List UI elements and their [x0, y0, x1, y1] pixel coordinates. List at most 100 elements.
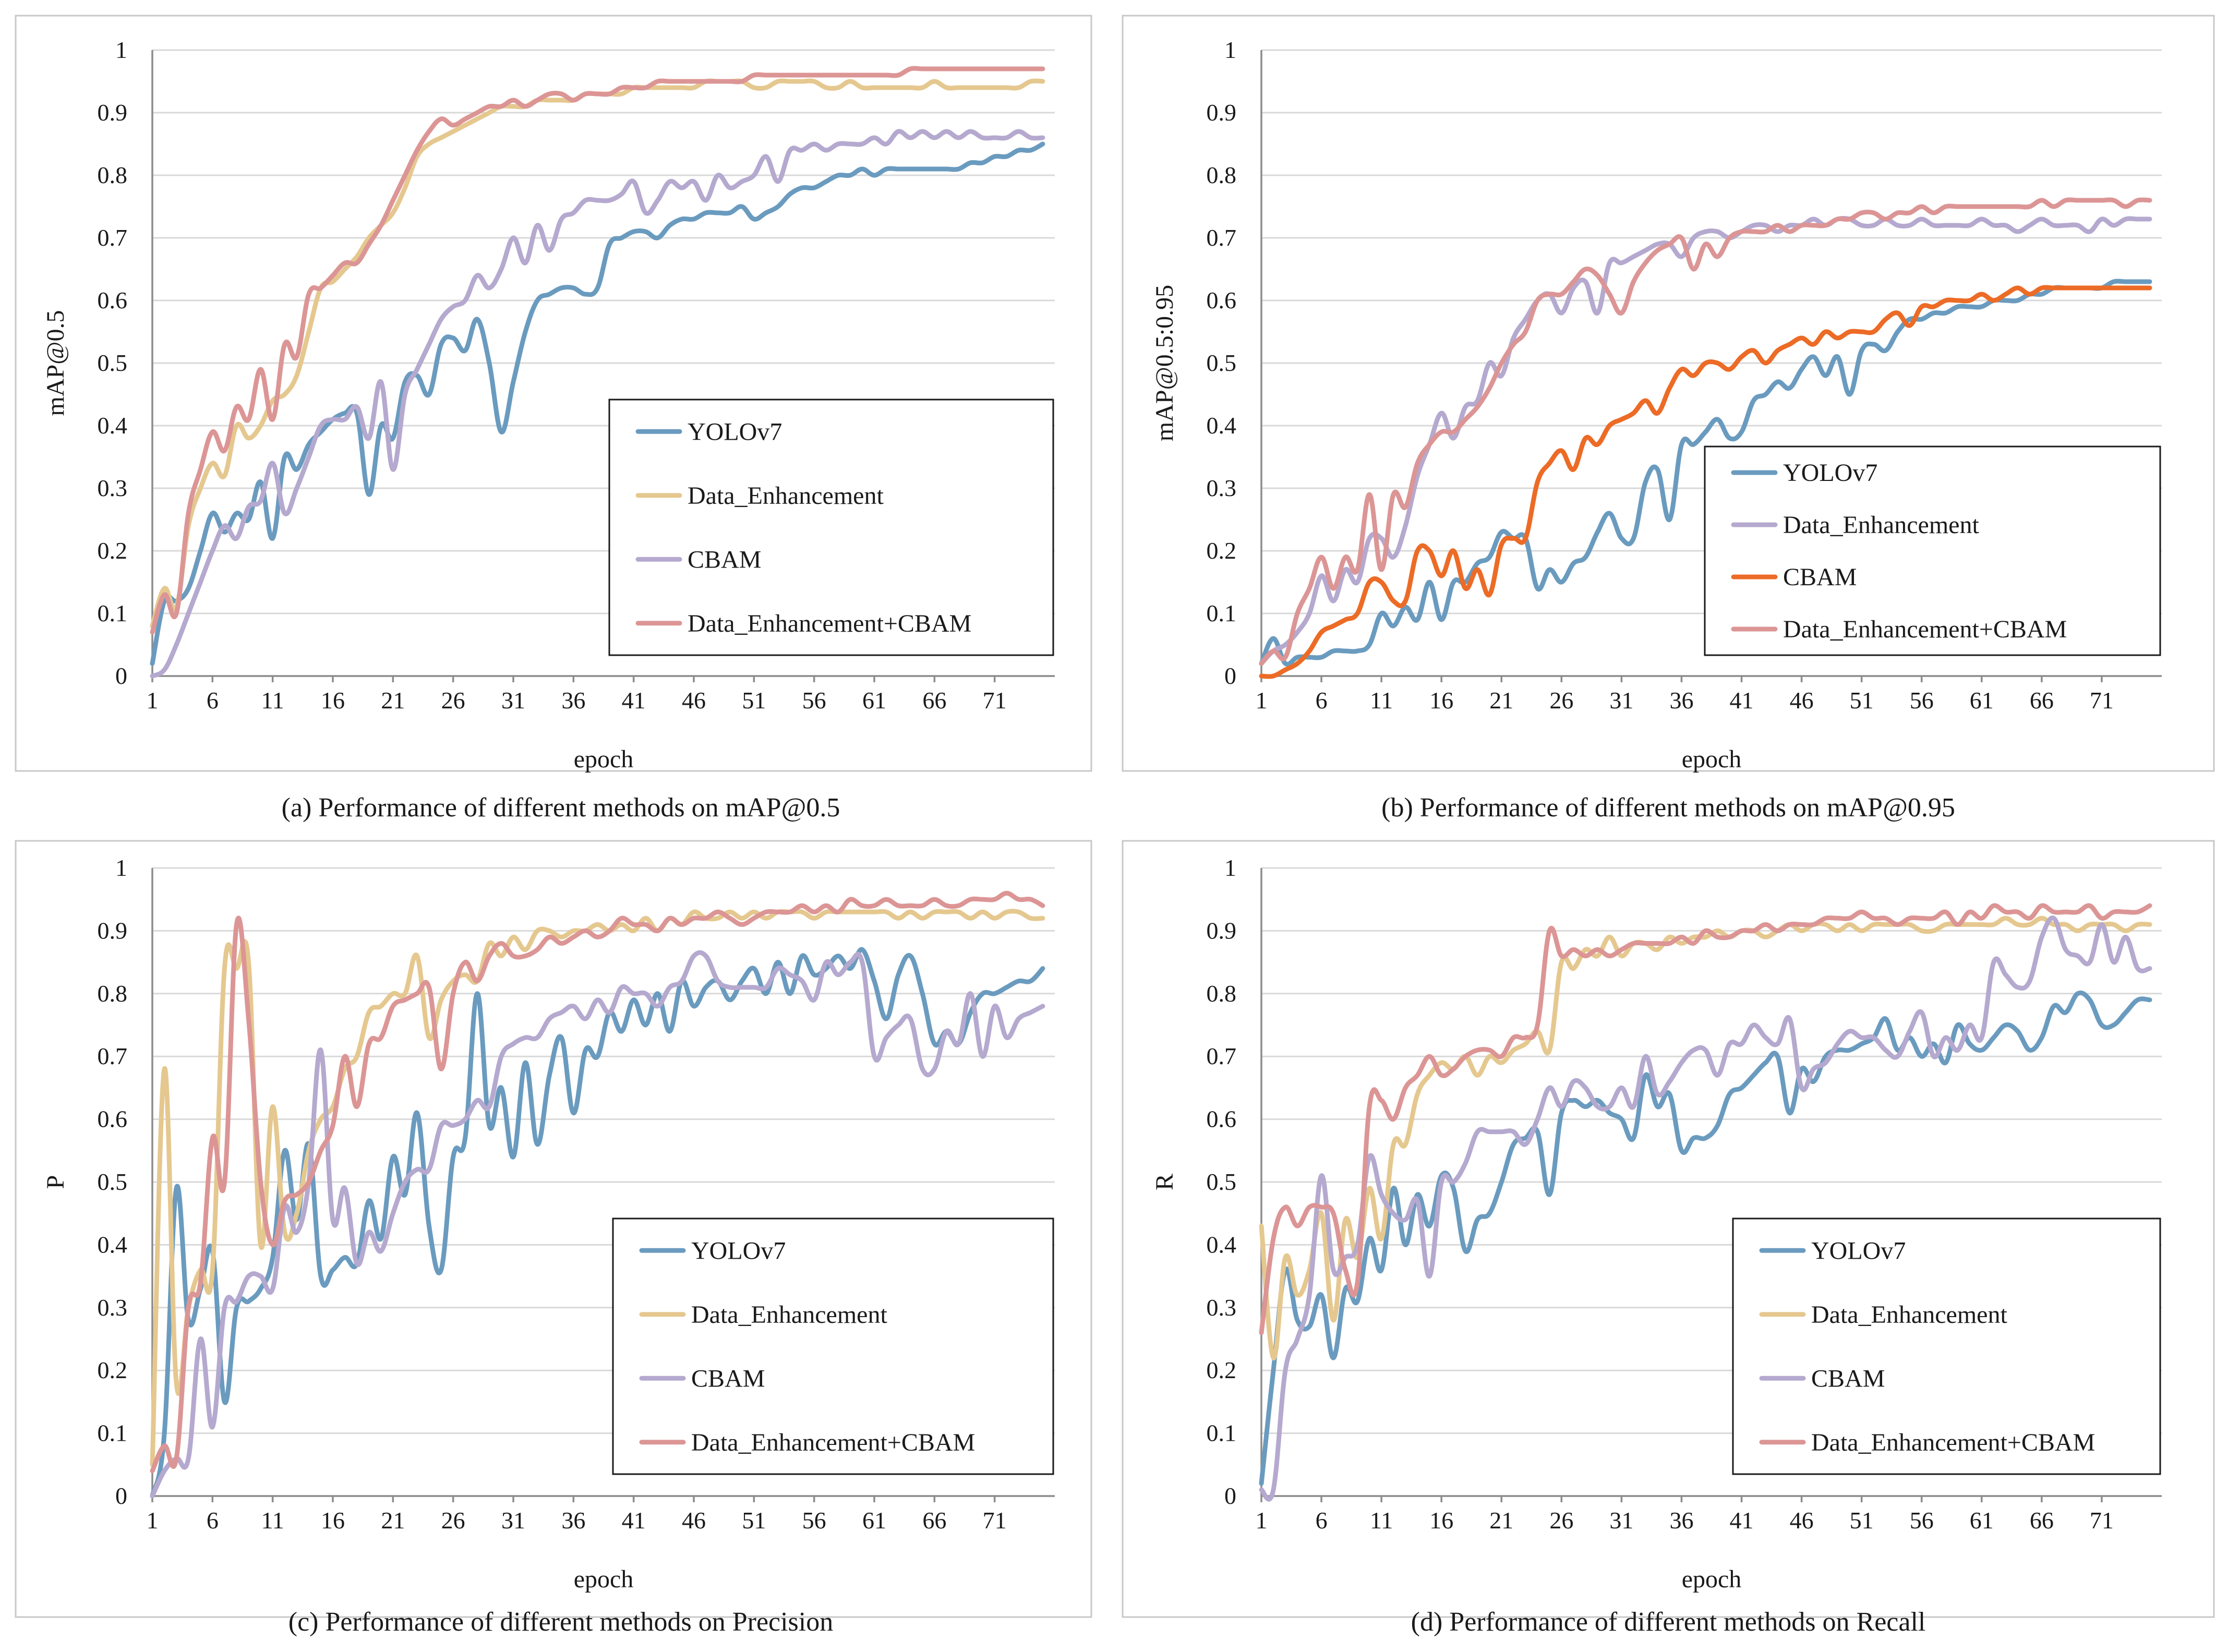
y-tick-label: 0.7: [1207, 1043, 1237, 1069]
x-tick-label: 71: [983, 1507, 1007, 1534]
y-axis-label: mAP@0.5:0.95: [1151, 285, 1178, 441]
x-tick-label: 16: [1429, 687, 1453, 714]
y-tick-label: 0.9: [98, 917, 128, 944]
x-tick-label: 31: [1609, 687, 1633, 714]
x-tick-label: 26: [1549, 687, 1573, 714]
y-tick-label: 0.7: [98, 224, 128, 251]
y-tick-label: 0.9: [1207, 99, 1237, 126]
x-tick-label: 56: [802, 687, 826, 714]
x-tick-label: 1: [1256, 1507, 1268, 1534]
y-tick-label: 0.2: [98, 1357, 128, 1383]
y-tick-label: 0.3: [1207, 475, 1237, 501]
chart-panel-c: 00.10.20.30.40.50.60.70.80.911 6 11 16 21 26 3…: [15, 840, 1092, 1637]
x-tick-label: 41: [1730, 687, 1754, 714]
series-line-data-enhancement-cbam: [150, 890, 1045, 1474]
x-tick-label: 61: [1970, 1507, 1994, 1534]
legend-label: YOLOv7: [1811, 1237, 1906, 1264]
x-tick-label: 31: [501, 687, 525, 714]
x-tick-label: 56: [1910, 687, 1934, 714]
y-tick-label: 0.2: [1207, 537, 1237, 564]
panel-caption: (c) Performance of different methods on …: [288, 1607, 833, 1637]
x-tick-label: 16: [321, 1507, 345, 1534]
x-tick-label: 1: [147, 1507, 159, 1534]
x-tick-label: 71: [983, 687, 1007, 714]
x-tick-label: 21: [381, 1507, 405, 1534]
legend-label: Data_Enhancement+CBAM: [1783, 616, 2067, 643]
y-tick-label: 0.5: [98, 349, 128, 376]
y-tick-label: 0.4: [98, 412, 128, 439]
y-tick-label: 0: [115, 1482, 127, 1509]
y-tick-label: 0.8: [98, 980, 128, 1007]
y-tick-label: 0.1: [98, 600, 128, 626]
x-tick-label: 66: [2030, 687, 2054, 714]
x-tick-label: 36: [561, 1507, 585, 1534]
series-line-data-enhancement-cbam: [1259, 903, 2152, 1335]
x-tick-label: 56: [802, 1507, 826, 1534]
chart-panel-a: 00.10.20.30.40.50.60.70.80.911 6 11 16 21 26 3…: [15, 15, 1092, 823]
x-tick-label: 36: [561, 687, 585, 714]
y-tick-label: 0.7: [1207, 224, 1237, 251]
y-tick-label: 0.3: [98, 475, 128, 501]
panel-caption: (d) Performance of different methods on …: [1411, 1607, 1926, 1637]
x-tick-label: 26: [441, 687, 465, 714]
x-tick-label: 36: [1669, 1507, 1693, 1534]
x-tick-label: 46: [682, 1507, 706, 1534]
legend-label: YOLOv7: [691, 1237, 786, 1264]
series-line-cbam: [1259, 285, 2152, 679]
legend-label: CBAM: [691, 1365, 765, 1392]
x-tick-label: 71: [2090, 1507, 2114, 1534]
legend-box: [608, 399, 1054, 656]
legend-label: CBAM: [688, 546, 761, 573]
legend-label: Data_Enhancement+CBAM: [1811, 1429, 2095, 1456]
y-tick-label: 0.6: [1207, 1106, 1237, 1132]
series-line-data-enhancement: [1259, 915, 2152, 1360]
y-tick-label: 0.6: [98, 1106, 128, 1132]
x-tick-label: 51: [742, 1507, 766, 1534]
y-axis-label: R: [1151, 1174, 1178, 1190]
legend-label: CBAM: [1811, 1365, 1885, 1392]
legend: YOLOv7 Data_Enhancement CBAM Data_Enhanceme…: [608, 399, 1054, 656]
y-tick-label: 0.9: [98, 99, 128, 126]
x-tick-label: 61: [862, 1507, 886, 1534]
legend-label: Data_Enhancement: [691, 1301, 887, 1329]
x-tick-label: 46: [1790, 1507, 1814, 1534]
series-line-yolov7: [150, 141, 1045, 666]
y-tick-label: 0.2: [98, 537, 128, 564]
panel-caption: (b) Performance of different methods on …: [1381, 793, 1955, 823]
y-tick-label: 0: [115, 662, 127, 689]
y-tick-label: 0.5: [98, 1168, 128, 1195]
y-tick-label: 0.8: [1207, 162, 1237, 188]
x-axis-label: epoch: [574, 745, 634, 773]
x-tick-label: 46: [1790, 687, 1814, 714]
panel-frame: [15, 15, 1092, 772]
y-tick-label: 0.4: [1207, 1231, 1237, 1258]
y-tick-label: 0.1: [1207, 600, 1237, 626]
x-tick-label: 6: [1316, 1507, 1328, 1534]
chart-panel-d: 00.10.20.30.40.50.60.70.80.911 6 11 16 21 26 3…: [1122, 840, 2215, 1637]
x-tick-label: 6: [207, 1507, 219, 1534]
y-tick-label: 0.4: [98, 1231, 128, 1258]
x-tick-label: 16: [321, 687, 345, 714]
y-tick-label: 0.5: [1207, 349, 1237, 376]
x-tick-label: 46: [682, 687, 706, 714]
x-tick-label: 51: [1850, 1507, 1874, 1534]
y-tick-label: 0.3: [1207, 1294, 1237, 1321]
series-line-data-enhancement: [1259, 215, 2152, 666]
x-tick-label: 71: [2090, 687, 2114, 714]
legend-box: [1704, 445, 2161, 656]
legend-label: Data_Enhancement: [1811, 1301, 2007, 1329]
x-tick-label: 1: [147, 687, 159, 714]
y-tick-label: 0.6: [98, 287, 128, 313]
legend-label: CBAM: [1783, 563, 1857, 591]
series-line-cbam: [1259, 915, 2152, 1502]
legend-box: [1732, 1217, 2161, 1475]
x-tick-label: 16: [1429, 1507, 1453, 1534]
series-line-data-enhancement-cbam: [150, 66, 1045, 635]
y-tick-label: 0.3: [98, 1294, 128, 1321]
x-tick-label: 61: [1970, 687, 1994, 714]
y-tick-label: 1: [115, 854, 127, 881]
x-tick-label: 36: [1669, 687, 1693, 714]
x-tick-label: 66: [922, 687, 946, 714]
legend: YOLOv7 Data_Enhancement CBAM Data_Enhanceme…: [1732, 1217, 2161, 1475]
